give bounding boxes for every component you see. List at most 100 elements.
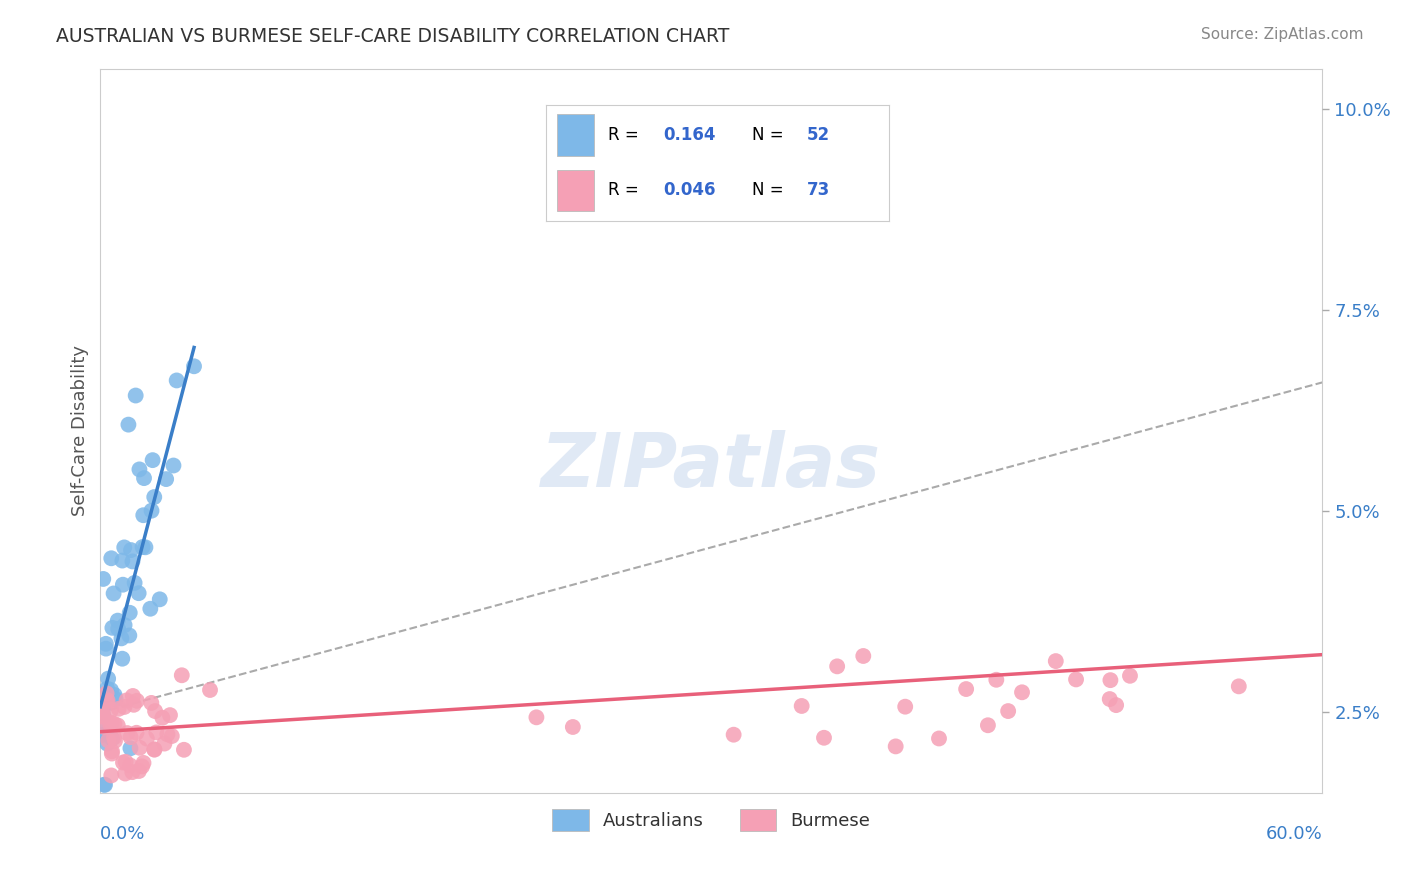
Point [159, 708, 181, 723]
Point [114, 618, 136, 632]
Point [160, 729, 183, 743]
Point [111, 756, 134, 770]
Point [101, 621, 124, 635]
Point [132, 471, 155, 485]
Point [143, 490, 166, 504]
Y-axis label: Self-Care Disability: Self-Care Disability [72, 345, 89, 516]
Point [162, 458, 184, 473]
Point [114, 766, 136, 780]
Point [104, 692, 127, 706]
Point [100, 730, 122, 744]
Point [120, 758, 142, 772]
Point [111, 651, 134, 665]
Point [93, 708, 115, 723]
Point [114, 755, 136, 769]
Point [122, 698, 145, 712]
Point [1011, 685, 1033, 699]
Point [955, 681, 977, 696]
Point [120, 741, 142, 756]
Point [153, 737, 176, 751]
Point [125, 694, 148, 708]
Point [143, 742, 166, 756]
Point [1098, 692, 1121, 706]
Point [128, 740, 150, 755]
Text: 0.0%: 0.0% [100, 825, 146, 843]
Point [107, 702, 129, 716]
Point [526, 710, 548, 724]
Point [107, 622, 129, 636]
Text: ZIPatlas: ZIPatlas [541, 430, 882, 503]
Point [110, 632, 132, 646]
Point [170, 668, 193, 682]
Point [94, 637, 117, 651]
Point [94, 778, 117, 792]
Point [91, 705, 114, 719]
Point [173, 743, 195, 757]
Point [121, 765, 143, 780]
Point [128, 462, 150, 476]
Point [561, 720, 583, 734]
Point [111, 553, 134, 567]
Point [145, 725, 167, 739]
Text: AUSTRALIAN VS BURMESE SELF-CARE DISABILITY CORRELATION CHART: AUSTRALIAN VS BURMESE SELF-CARE DISABILI… [56, 27, 730, 45]
Point [131, 540, 153, 554]
Point [91, 572, 114, 586]
Point [128, 586, 150, 600]
Point [149, 592, 172, 607]
Point [97, 672, 120, 686]
Point [91, 709, 114, 723]
Point [813, 731, 835, 745]
Point [143, 742, 166, 756]
Point [101, 747, 124, 761]
Point [156, 727, 179, 741]
Point [103, 717, 125, 731]
Point [91, 724, 114, 739]
Point [852, 648, 875, 663]
Point [132, 756, 155, 770]
Point [1099, 673, 1122, 688]
Point [997, 704, 1019, 718]
Point [884, 739, 907, 754]
Point [112, 541, 135, 555]
Point [723, 728, 745, 742]
Point [96, 695, 118, 709]
Point [121, 554, 143, 568]
Point [118, 606, 141, 620]
Point [104, 688, 127, 702]
Point [96, 686, 118, 700]
Point [135, 731, 157, 746]
Point [101, 744, 124, 758]
Point [117, 417, 139, 432]
Point [91, 697, 114, 711]
Point [100, 683, 122, 698]
Point [107, 718, 129, 732]
Point [104, 733, 127, 747]
Point [115, 693, 138, 707]
Point [125, 388, 148, 402]
Point [977, 718, 1000, 732]
Point [134, 541, 156, 555]
Point [142, 453, 165, 467]
Point [1105, 698, 1128, 712]
Point [1064, 673, 1087, 687]
Point [100, 768, 122, 782]
Point [894, 699, 917, 714]
Point [96, 737, 118, 751]
Point [183, 359, 205, 374]
Point [91, 708, 114, 723]
Point [115, 726, 138, 740]
Point [141, 696, 163, 710]
Point [155, 472, 177, 486]
Point [790, 698, 813, 713]
Point [825, 659, 848, 673]
Point [97, 693, 120, 707]
Point [141, 504, 163, 518]
Point [103, 731, 125, 745]
Point [97, 733, 120, 747]
Point [94, 720, 117, 734]
Point [124, 575, 146, 590]
Point [120, 543, 142, 558]
Point [198, 683, 221, 698]
Point [107, 614, 129, 628]
Point [166, 374, 188, 388]
